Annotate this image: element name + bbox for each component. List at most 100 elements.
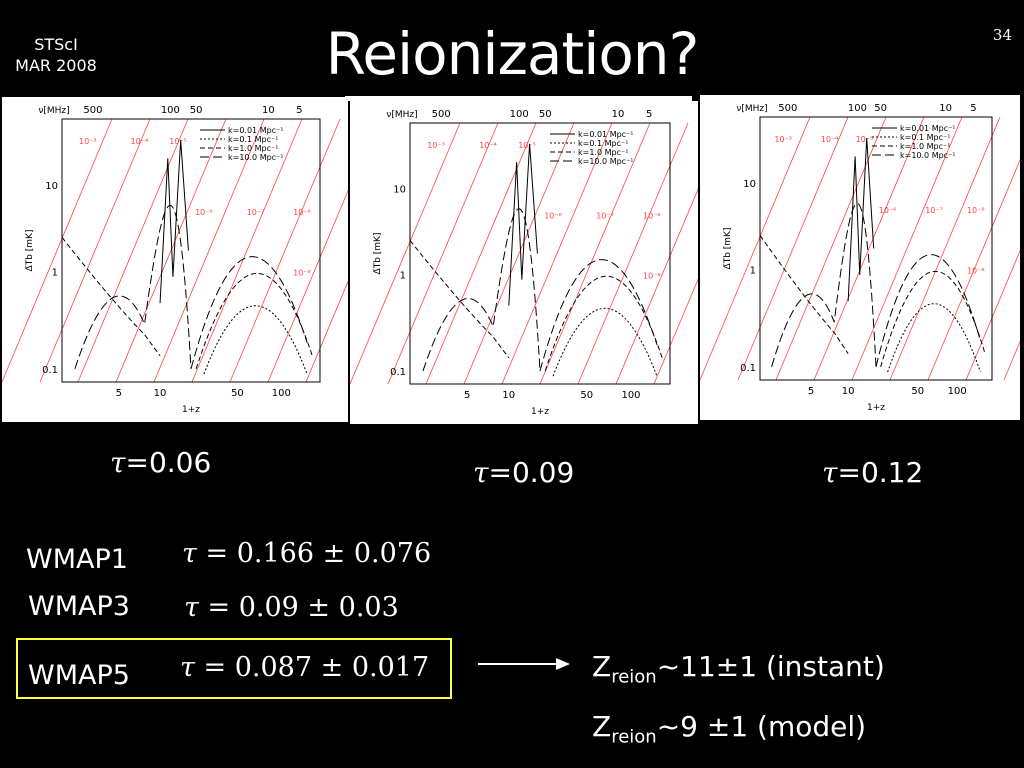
red-line-label: 10⁻³ bbox=[774, 135, 792, 144]
y-tick-label: 0.1 bbox=[390, 367, 406, 378]
red-guide-line bbox=[2, 118, 113, 383]
arrow-icon bbox=[478, 658, 570, 670]
red-line-label: 10⁻⁶ bbox=[879, 206, 897, 215]
y-tick-label: 10 bbox=[743, 179, 756, 190]
y-tick-label: 10 bbox=[393, 184, 406, 195]
y-tick-label: 0.1 bbox=[42, 365, 58, 376]
red-guide-line bbox=[813, 116, 925, 381]
x-tick-label: 10 bbox=[154, 388, 167, 399]
x-tick-label: 50 bbox=[911, 386, 924, 397]
x-axis-label: 1+z bbox=[867, 403, 885, 413]
x-tick-label: 10 bbox=[842, 386, 855, 397]
zreion-model: Zreion~9 ±1 (model) bbox=[592, 710, 866, 748]
tau-symbol: τ bbox=[110, 446, 126, 479]
red-line-label: 10⁻⁴ bbox=[131, 137, 149, 146]
curve-k4 bbox=[875, 254, 981, 367]
curve-k3 bbox=[847, 138, 875, 302]
z-prefix: Z bbox=[592, 710, 612, 743]
tau-value: =0.12 bbox=[837, 456, 924, 489]
plot-frame bbox=[759, 116, 993, 381]
y-tick-label: 1 bbox=[400, 270, 406, 281]
legend-entry: k=10.0 Mpc⁻¹ bbox=[900, 151, 956, 160]
curve-k6 bbox=[203, 305, 308, 375]
x-tick-label: 5 bbox=[116, 388, 122, 399]
red-guide-line bbox=[653, 278, 698, 385]
red-guide-line bbox=[305, 280, 348, 383]
red-line-label: 10⁻⁸ bbox=[967, 267, 985, 276]
x-tick-label: 100 bbox=[272, 388, 291, 399]
red-guide-line bbox=[115, 118, 227, 383]
legend-entry: k=10.0 Mpc⁻¹ bbox=[228, 153, 284, 162]
legend: k=0.01 Mpc⁻¹k=0.1 Mpc⁻¹k=1.0 Mpc⁻¹k=10.0… bbox=[200, 126, 284, 162]
red-line-label: 10⁻⁷ bbox=[925, 206, 943, 215]
tau-value: =0.06 bbox=[125, 446, 212, 479]
curve-k5 bbox=[880, 270, 986, 367]
frequency-tick-label: 500 bbox=[432, 109, 451, 120]
legend: k=0.01 Mpc⁻¹k=0.1 Mpc⁻¹k=1.0 Mpc⁻¹k=10.0… bbox=[550, 130, 634, 166]
red-guide-line bbox=[501, 122, 613, 385]
frequency-axis-label: ν[MHz] bbox=[386, 110, 417, 120]
frequency-tick-label: 50 bbox=[539, 109, 552, 120]
equation-value: = 0.087 ± 0.017 bbox=[203, 652, 430, 683]
legend-entry: k=0.01 Mpc⁻¹ bbox=[900, 124, 956, 133]
frequency-axis-label: ν[MHz] bbox=[38, 106, 69, 116]
header-org: STScI MAR 2008 bbox=[6, 34, 106, 76]
frequency-tick-label: 500 bbox=[778, 103, 797, 114]
frequency-tick-label: 100 bbox=[510, 109, 529, 120]
wmap3-equation: τ = 0.09 ± 0.03 bbox=[184, 592, 399, 623]
legend-entry: k=10.0 Mpc⁻¹ bbox=[578, 157, 634, 166]
curve-k6 bbox=[887, 303, 981, 373]
y-axis-label: Δ̄Tb [mK] bbox=[723, 228, 733, 270]
red-guide-lines bbox=[2, 118, 348, 383]
red-guide-line bbox=[889, 116, 1001, 381]
z-subscript: reion bbox=[611, 666, 657, 688]
tau-symbol: τ bbox=[182, 538, 197, 569]
legend-entry: k=0.01 Mpc⁻¹ bbox=[578, 130, 634, 139]
y-tick-label: 1 bbox=[52, 268, 58, 279]
red-line-label: 10⁻⁵ bbox=[169, 137, 187, 146]
zreion-instant: Zreion~11±1 (instant) bbox=[592, 650, 885, 688]
x-axis-label: 1+z bbox=[182, 405, 200, 415]
x-tick-label: 50 bbox=[580, 390, 593, 401]
red-line-label: 10⁻⁸ bbox=[643, 272, 661, 281]
legend-entry: k=1.0 Mpc⁻¹ bbox=[578, 148, 628, 157]
frequency-tick-label: 100 bbox=[848, 103, 867, 114]
red-guide-line bbox=[1003, 340, 1020, 381]
curve-k3 bbox=[508, 143, 538, 306]
red-guide-line bbox=[927, 158, 1020, 381]
date-label: MAR 2008 bbox=[15, 56, 97, 75]
legend-entry: k=1.0 Mpc⁻¹ bbox=[228, 144, 278, 153]
x-tick-label: 50 bbox=[231, 388, 244, 399]
z-prefix: Z bbox=[592, 650, 612, 683]
red-guide-line bbox=[267, 189, 348, 383]
frequency-tick-label: 5 bbox=[970, 103, 976, 114]
x-tick-label: 100 bbox=[948, 386, 967, 397]
tau-symbol: τ bbox=[822, 456, 838, 489]
frequency-tick-label: 100 bbox=[161, 105, 180, 116]
curve-k5 bbox=[195, 272, 313, 370]
org-name: STScI bbox=[34, 35, 78, 54]
red-line-label: 10⁻⁸ bbox=[293, 269, 311, 278]
curve-k1 bbox=[409, 240, 510, 359]
equation-value: = 0.09 ± 0.03 bbox=[207, 592, 399, 623]
slide-title: Reionization? bbox=[325, 20, 700, 88]
wmap5-highlight-box bbox=[16, 638, 452, 699]
red-line-label: 10⁻⁴ bbox=[821, 135, 839, 144]
wmap5-label: WMAP5 bbox=[28, 660, 130, 691]
legend-entry: k=0.01 Mpc⁻¹ bbox=[228, 126, 284, 135]
legend-entry: k=0.1 Mpc⁻¹ bbox=[900, 133, 950, 142]
y-tick-label: 0.1 bbox=[740, 363, 756, 374]
red-guide-line bbox=[39, 118, 151, 383]
red-line-label: 10⁻⁵ bbox=[856, 135, 874, 144]
plot-figure: ν[MHz] 500 100 50 10 5 5 10 50 100 1+z 10 1 0.1 Δ̄Tb [… bbox=[700, 103, 1020, 413]
red-line-label: 10⁻³ bbox=[427, 141, 445, 150]
red-line-label: 10⁻⁸ bbox=[293, 208, 311, 217]
red-guide-line bbox=[77, 118, 189, 383]
red-guide-line bbox=[851, 116, 963, 381]
red-guide-line bbox=[965, 249, 1020, 381]
plot-frame bbox=[409, 122, 671, 385]
red-guide-line bbox=[615, 188, 698, 385]
y-axis-label: Δ̄Tb [mK] bbox=[25, 230, 35, 272]
legend-entry: k=0.1 Mpc⁻¹ bbox=[228, 135, 278, 144]
red-guide-line bbox=[229, 118, 341, 383]
